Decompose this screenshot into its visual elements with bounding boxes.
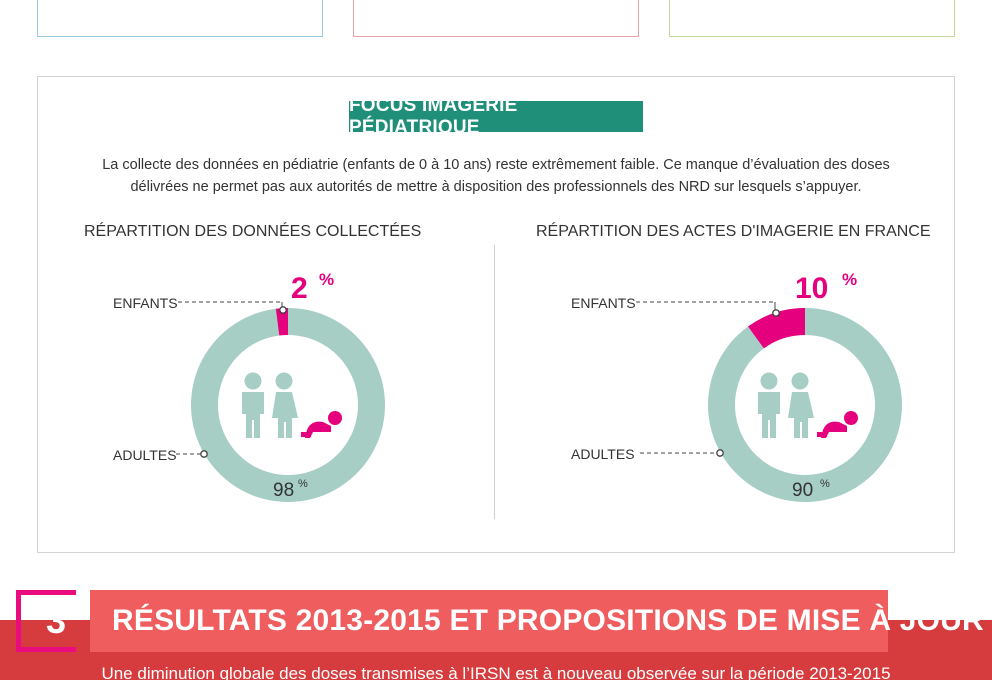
label-adults-france: ADULTES (571, 446, 635, 462)
label-children-france: ENFANTS (571, 295, 636, 311)
donut-slice-children-france (747, 308, 805, 349)
marker-adults-france (716, 449, 724, 457)
marker-children-collected (279, 306, 287, 314)
family-icon (758, 372, 858, 438)
percent-children-france: % (842, 270, 857, 289)
label-children-collected: ENFANTS (113, 295, 178, 311)
section-header: RÉSULTATS 2013-2015 ET PROPOSITIONS DE M… (90, 590, 984, 652)
top-card-pink (353, 0, 639, 37)
focus-intro: La collecte des données en pédiatrie (en… (56, 154, 936, 198)
section-text: Une diminution globale des doses transmi… (101, 664, 891, 683)
top-card-green (669, 0, 955, 37)
label-adults-collected: ADULTES (113, 447, 177, 463)
value-children-france: 10 (795, 272, 828, 305)
section-number-bracket (16, 590, 76, 652)
value-adults-collected: 98 (273, 480, 294, 501)
focus-intro-line1: La collecte des données en pédiatrie (en… (102, 157, 890, 173)
percent-adults-collected: % (298, 478, 308, 490)
value-adults-france: 90 (792, 480, 813, 501)
section-title: RÉSULTATS 2013-2015 ET PROPOSITIONS DE M… (112, 604, 984, 637)
section-number: 3 (45, 600, 67, 641)
chart-title-france: RÉPARTITION DES ACTES D'IMAGERIE EN FRAN… (536, 223, 931, 240)
charts-divider (494, 245, 495, 519)
donut-charts: ENFANTS ADULTES 2 % 98 % ENFANTS ADULTES… (113, 270, 903, 502)
value-children-collected: 2 (291, 272, 308, 305)
percent-adults-france: % (820, 478, 830, 490)
percent-children-collected: % (319, 270, 334, 289)
focus-intro-line2: délivrées ne permet pas aux autorités de… (130, 179, 862, 195)
marker-children-france (772, 309, 780, 317)
family-icon (242, 372, 342, 438)
top-card-blue (37, 0, 323, 37)
chart-title-collected: RÉPARTITION DES DONNÉES COLLECTÉES (84, 223, 422, 240)
marker-adults-collected (200, 450, 208, 458)
donut-chart-collected: ENFANTS ADULTES 2 % 98 % (113, 270, 385, 502)
donut-slice-children-collected (275, 308, 288, 336)
donut-chart-france: ENFANTS ADULTES 10 % 90 % (571, 270, 903, 502)
